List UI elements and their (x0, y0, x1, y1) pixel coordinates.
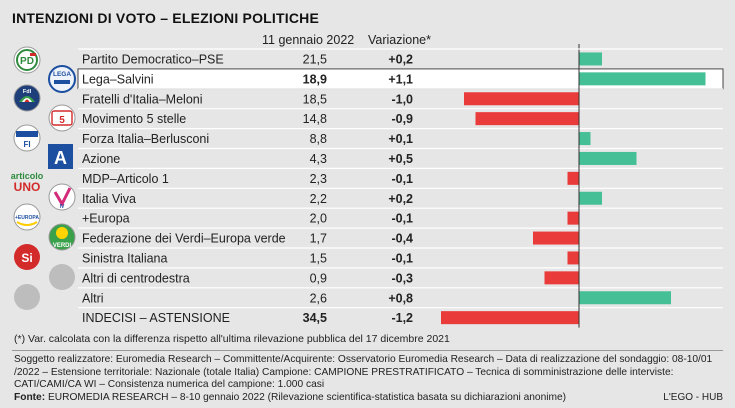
change-bar (567, 211, 579, 225)
verdi-logo-icon: VERDI (48, 223, 76, 251)
change-value: -0,4 (391, 232, 413, 246)
change-bar (544, 271, 579, 285)
party-logos: PD LEGA FdI 5 FI (11, 46, 76, 310)
methodology-text: Soggetto realizzatore: Euromedia Researc… (14, 354, 713, 391)
vote-share-value: 14,8 (303, 112, 327, 126)
change-value: -0,1 (391, 212, 413, 226)
vote-share-value: 4,3 (310, 152, 327, 166)
change-value: +0,8 (388, 291, 413, 305)
iv-logo-icon: IV (48, 183, 76, 211)
change-value: +1,1 (388, 72, 413, 86)
change-bar (475, 112, 579, 126)
vote-share-value: 18,5 (303, 92, 327, 106)
vote-share-value: 1,5 (310, 251, 327, 265)
fi-logo-text: FI (23, 140, 30, 149)
fdi-logo-text: FdI (23, 89, 32, 95)
si-logo-text: Si (21, 251, 32, 265)
change-value: -0,9 (391, 112, 413, 126)
europa-logo-icon: +EUROPA (13, 203, 41, 231)
vote-share-value: 1,7 (310, 232, 327, 246)
change-bar (579, 191, 602, 205)
change-bar (579, 151, 637, 165)
vote-share-value: 18,9 (303, 72, 327, 86)
change-value: -0,3 (391, 271, 413, 285)
change-value: -1,2 (391, 311, 413, 325)
change-bar (464, 92, 579, 106)
vote-share-value: 0,9 (310, 271, 327, 285)
fdi-logo-icon: FdI (13, 84, 41, 112)
articolo1-logo-top: articolo (11, 171, 44, 181)
articolo1-logo-bottom: UNO (14, 180, 41, 194)
si-logo-icon: Si (14, 244, 40, 270)
party-label: Altri (82, 291, 104, 305)
party-label: Altri di centrodestra (82, 271, 190, 285)
party-label: Italia Viva (82, 192, 136, 206)
vote-share-value: 2,0 (310, 212, 327, 226)
iv-logo-text: IV (60, 204, 65, 210)
lega-logo-icon: LEGA (48, 65, 76, 93)
party-label: Sinistra Italiana (82, 251, 168, 265)
party-label: Fratelli d'Italia–Meloni (82, 92, 203, 106)
change-bar (579, 291, 671, 305)
party-label: +Europa (82, 212, 130, 226)
europa-logo-text: +EUROPA (15, 215, 39, 221)
party-label: INDECISI – ASTENSIONE (82, 311, 230, 325)
column-header-change: Variazione* (368, 33, 432, 47)
change-value: -1,0 (391, 92, 413, 106)
vote-share-value: 2,6 (310, 291, 327, 305)
altri-centrodestra-placeholder-icon (49, 264, 75, 290)
party-label: Federazione dei Verdi–Europa verde (82, 232, 286, 246)
party-label: Movimento 5 stelle (82, 112, 186, 126)
chart-title: INTENZIONI DI VOTO – ELEZIONI POLITICHE (12, 10, 320, 26)
party-label: MDP–Articolo 1 (82, 172, 169, 186)
column-header-value: 11 gennaio 2022 (262, 33, 355, 47)
pd-logo-icon: PD (13, 46, 41, 74)
vote-share-value: 21,5 (303, 52, 327, 66)
change-bar (441, 311, 579, 325)
footnote: (*) Var. calcolata con la differenza ris… (14, 333, 450, 345)
credit: L'EGO - HUB (663, 392, 723, 403)
m5s-logo-text: 5 (59, 115, 65, 126)
articolo1-logo-icon: articolo UNO (11, 171, 44, 194)
verdi-logo-text: VERDI (53, 243, 72, 249)
azione-logo-icon: A (48, 144, 73, 169)
change-bar (579, 72, 706, 86)
source-line: Fonte: EUROMEDIA RESEARCH – 8-10 gennaio… (14, 392, 566, 403)
lega-logo-text: LEGA (53, 71, 71, 78)
change-value: +0,2 (388, 192, 413, 206)
change-value: +0,1 (388, 132, 413, 146)
vote-share-value: 2,3 (310, 172, 327, 186)
vote-share-value: 34,5 (303, 311, 327, 325)
m5s-logo-icon: 5 (48, 104, 76, 132)
party-label: Partito Democratico–PSE (82, 52, 224, 66)
change-bar (567, 171, 579, 185)
change-bar (567, 251, 579, 265)
change-value: -0,1 (391, 172, 413, 186)
change-value: +0,2 (388, 52, 413, 66)
fi-logo-icon: FI (13, 124, 41, 152)
source-detail: EUROMEDIA RESEARCH – 8-10 gennaio 2022 (… (45, 392, 567, 403)
party-label: Lega–Salvini (82, 72, 154, 86)
party-label: Azione (82, 152, 120, 166)
change-value: -0,1 (391, 251, 413, 265)
divider (12, 350, 723, 351)
vote-share-value: 8,8 (310, 132, 327, 146)
azione-logo-text: A (54, 148, 67, 168)
change-bar (579, 52, 602, 66)
altri-placeholder-icon (14, 284, 40, 310)
pd-logo-text: PD (20, 56, 34, 67)
change-value: +0,5 (388, 152, 413, 166)
change-bar (579, 132, 591, 146)
source-label: Fonte: (14, 392, 46, 403)
vote-share-value: 2,2 (310, 192, 327, 206)
change-bar (533, 231, 579, 245)
party-label: Forza Italia–Berlusconi (82, 132, 209, 146)
